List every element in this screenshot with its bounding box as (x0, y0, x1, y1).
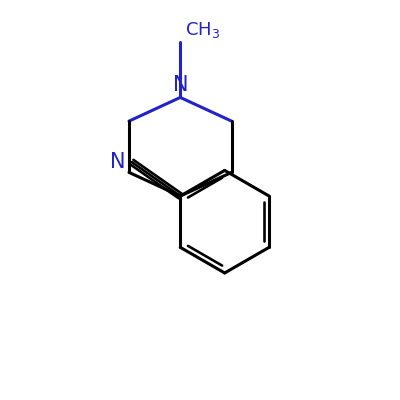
Text: CH$_3$: CH$_3$ (185, 20, 220, 40)
Text: N: N (110, 152, 126, 172)
Text: N: N (172, 76, 188, 96)
